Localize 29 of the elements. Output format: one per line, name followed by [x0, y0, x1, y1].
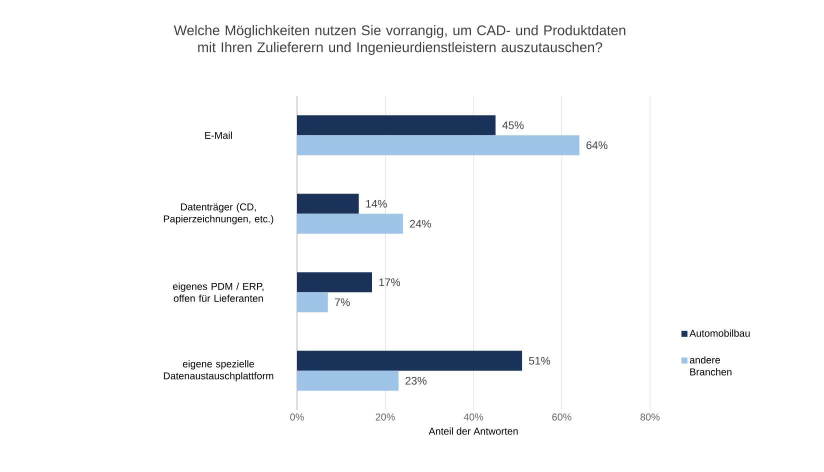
bar	[297, 214, 403, 234]
bar	[297, 370, 398, 391]
y-tick-label: Datenträger (CD, Papierzeichnungen, etc.)	[164, 203, 274, 224]
data-label: 7%	[334, 298, 350, 306]
data-label: 24%	[410, 220, 431, 228]
data-label: 64%	[586, 141, 608, 150]
bar	[297, 292, 328, 312]
y-tick-label: E-Mail	[205, 132, 232, 139]
data-label: 14%	[366, 200, 387, 208]
x-tick-label: 40%	[464, 414, 484, 421]
x-tick-label: 20%	[376, 414, 395, 421]
legend-label: Automobilbau	[689, 330, 750, 337]
data-label: 23%	[406, 376, 427, 385]
bar	[297, 350, 522, 371]
bar	[297, 194, 359, 214]
x-axis-title: Anteil der Antworten	[428, 427, 518, 435]
data-label: 17%	[379, 278, 400, 286]
data-label: 45%	[502, 121, 524, 130]
bar	[297, 272, 372, 292]
legend-label: andere Branchen	[690, 356, 732, 376]
chart-title: Welche Möglichkeiten nutzen Sie vorrangig, um CAD- und Produktdaten mit Ihren Zulieferern und Ingenieurdienstleistern auszutauschen?	[174, 25, 626, 55]
x-tick-label: 0%	[290, 414, 304, 421]
bar	[297, 135, 580, 156]
y-tick-label: eigenes PDM / ERP, offen für Lieferanten	[173, 282, 264, 302]
data-label: 51%	[528, 356, 550, 365]
y-tick-label: eigene spezielle Datenaustauschplattform	[164, 360, 274, 382]
x-tick-label: 60%	[552, 414, 572, 421]
x-tick-label: 80%	[640, 414, 660, 421]
bar	[297, 115, 496, 136]
